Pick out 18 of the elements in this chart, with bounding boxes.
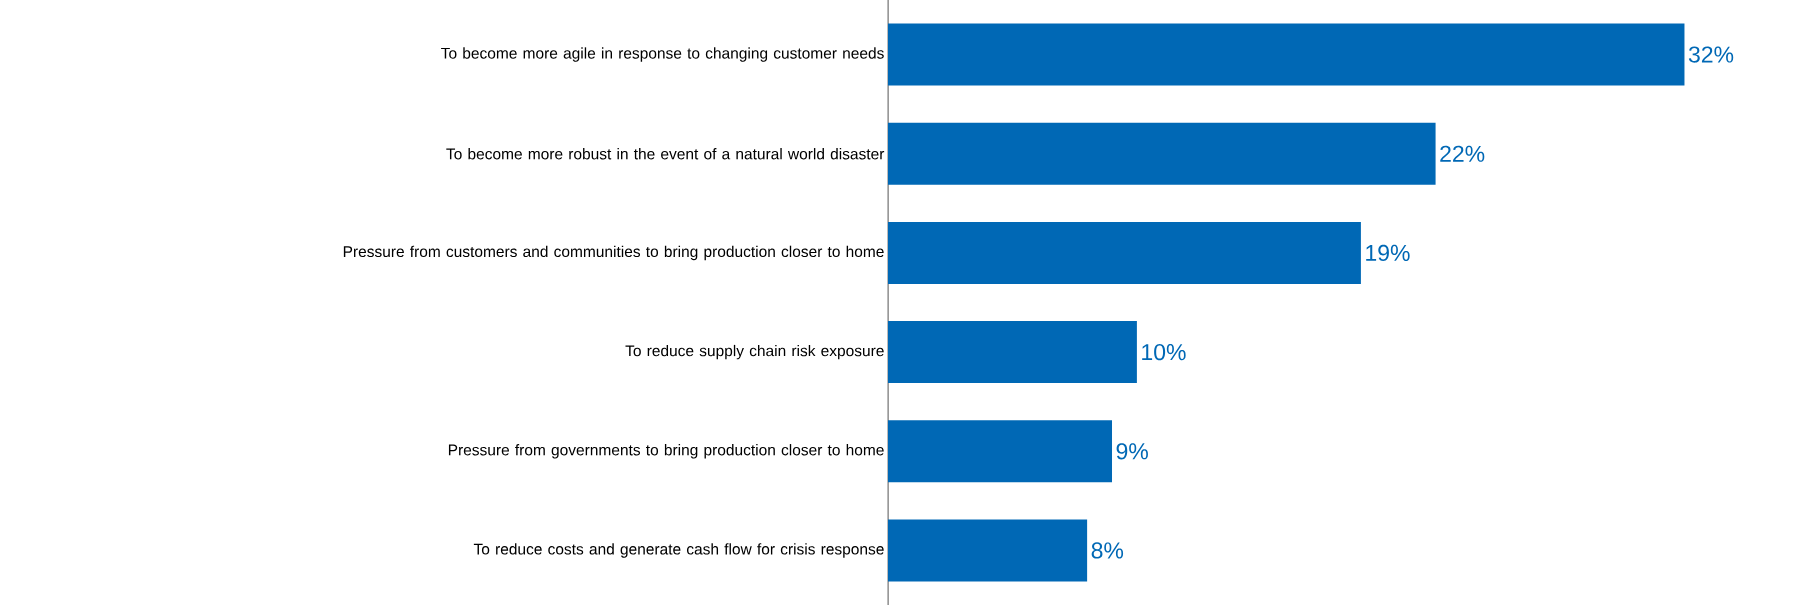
data-label: 32% [1688,46,1734,63]
data-label: 8% [1091,542,1124,559]
bar [888,519,1088,582]
data-label: 10% [1142,343,1186,361]
data-label: 9% [1116,443,1148,460]
y-tick-label: To become more agile in response to changing customer needs [441,47,884,62]
data-label: 22% [1440,145,1485,162]
bar [888,23,1685,86]
bar [888,122,1436,185]
y-tick-label: Pressure from customers and communities to bring production closer to home [343,245,884,261]
y-tick-label: Pressure from governments to bring production closer to home [448,444,884,459]
y-tick-label: To reduce supply chain risk exposure [625,344,884,360]
bar [888,420,1113,483]
bar [888,221,1361,284]
y-tick-label: To reduce costs and generate cash flow for crisis response [473,543,884,558]
y-tick-label: To become more robust in the event of a natural world disaster [446,148,885,160]
bar [888,321,1137,384]
data-label: 19% [1366,244,1410,262]
